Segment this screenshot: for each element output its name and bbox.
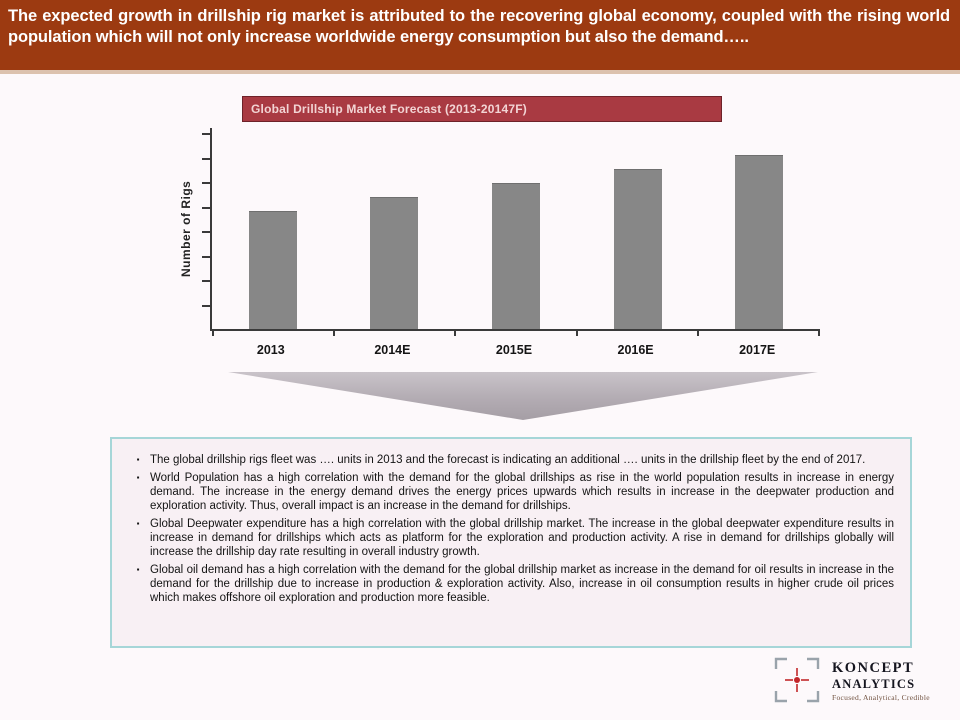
crosshair-logo-icon [774,657,820,703]
y-tick [202,304,210,307]
x-tick-label-2017E: 2017E [739,343,776,357]
y-tick [202,182,210,184]
bullet-item: ▪ The global drillship rigs fleet was …. … [126,453,894,467]
x-tick-label-2014E: 2014E [374,343,411,357]
bar-2015E [491,183,540,329]
logo-name-line1: KONCEPT [832,660,915,676]
x-tick-label-2015E: 2015E [495,343,533,357]
bullet-marker: ▪ [136,565,140,575]
down-arrow-shape [228,372,818,420]
bullet-item: ▪ Global Deepwater expenditure has a high… [126,517,894,559]
y-tick [202,280,210,282]
bar-2014E [370,197,419,329]
bar-2013 [248,211,297,329]
bullet-item: ▪ Global oil demand has a high correlatio… [126,563,894,605]
y-axis-label: Number of Rigs [179,180,193,277]
y-tick [202,157,210,160]
bullet-text: World Population has a high correlation … [150,472,894,513]
y-tick [202,231,210,233]
x-tick [333,331,336,336]
chart-title-bar: Global Drillship Market Forecast (2013-2… [242,96,722,122]
bullet-marker: ▪ [136,519,140,529]
logo-text: KONCEPT ANALYTICS Focused, Analytical, C… [832,655,930,702]
bullet-list: ▪ The global drillship rigs fleet was …. … [126,453,894,605]
y-axis-ticks [202,128,212,329]
bullet-item: ▪ World Population has a high correlation… [126,471,894,513]
bar-2017E [735,155,784,329]
koncept-analytics-logo: KONCEPT ANALYTICS Focused, Analytical, C… [772,655,930,705]
x-axis-ticks [212,329,820,336]
x-tick [454,331,457,336]
headline-text: The expected growth in drillship rig mar… [8,7,950,47]
x-tick [818,331,820,336]
y-tick [202,133,210,135]
y-tick [202,206,210,209]
y-tick [202,255,210,258]
x-tick [212,331,214,336]
bar-2016E [613,169,662,329]
logo-name-line2: ANALYTICS [832,676,916,691]
chart-title: Global Drillship Market Forecast (2013-2… [251,102,527,116]
x-tick [696,331,699,336]
bullet-marker: ▪ [136,455,140,464]
bar-chart-plot [202,128,820,336]
bars-row [212,128,820,329]
logo-tagline: Focused, Analytical, Credible [832,693,930,703]
x-tick-label-2013: 2013 [256,343,285,357]
bullet-marker: ▪ [136,473,140,483]
bullet-text: Global Deepwater expenditure has a high … [150,518,894,559]
x-tick-label-2016E: 2016E [617,343,654,357]
x-labels-row: 2013 2014E 2015E 2016E 2017E [210,343,818,357]
x-tick [575,331,578,336]
bullet-text: The global drillship rigs fleet was …. u… [150,454,866,466]
headline-band: The expected growth in drillship rig mar… [0,0,960,74]
bullet-text: Global oil demand has a high correlation… [150,564,894,605]
bullet-box: ▪ The global drillship rigs fleet was …. … [110,437,912,648]
